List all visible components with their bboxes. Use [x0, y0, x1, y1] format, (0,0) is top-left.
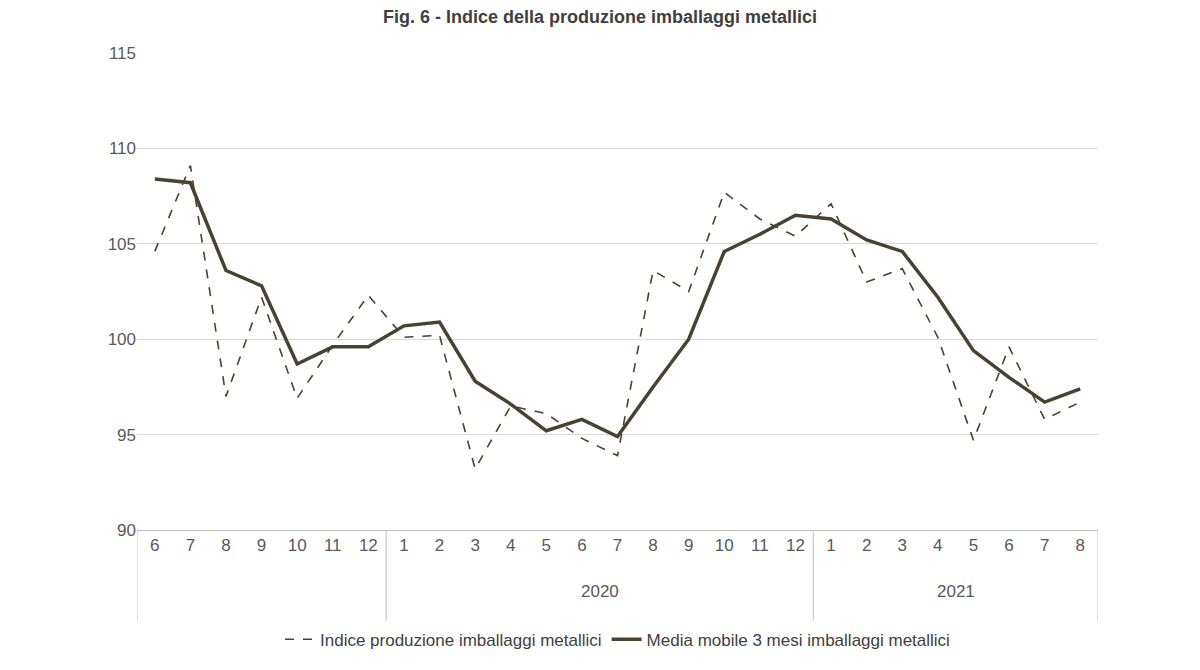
svg-text:2: 2 — [435, 536, 444, 555]
svg-text:9: 9 — [684, 536, 693, 555]
svg-text:2: 2 — [862, 536, 871, 555]
svg-text:6: 6 — [577, 536, 586, 555]
svg-text:5: 5 — [542, 536, 551, 555]
svg-text:11: 11 — [751, 536, 769, 555]
svg-text:8: 8 — [221, 536, 230, 555]
svg-text:100: 100 — [108, 330, 136, 349]
svg-text:10: 10 — [715, 536, 734, 555]
svg-text:Media mobile 3 mesi imballaggi: Media mobile 3 mesi imballaggi metallici — [647, 631, 950, 650]
svg-text:95: 95 — [117, 426, 136, 445]
svg-text:10: 10 — [288, 536, 307, 555]
svg-text:3: 3 — [898, 536, 907, 555]
svg-text:7: 7 — [613, 536, 622, 555]
svg-text:110: 110 — [109, 139, 136, 158]
svg-text:6: 6 — [1004, 536, 1013, 555]
svg-text:4: 4 — [506, 536, 515, 555]
svg-text:11: 11 — [324, 536, 342, 555]
svg-text:3: 3 — [470, 536, 479, 555]
svg-text:Indice produzione imballaggi m: Indice produzione imballaggi metallici — [320, 631, 602, 650]
svg-text:9: 9 — [257, 536, 266, 555]
svg-text:8: 8 — [648, 536, 657, 555]
svg-text:115: 115 — [109, 44, 136, 63]
svg-text:4: 4 — [933, 536, 942, 555]
svg-text:1: 1 — [826, 536, 835, 555]
svg-text:Fig. 6 - Indice della produzio: Fig. 6 - Indice della produzione imballa… — [383, 7, 817, 27]
svg-text:12: 12 — [359, 536, 378, 555]
svg-text:2021: 2021 — [937, 582, 975, 601]
svg-text:5: 5 — [969, 536, 978, 555]
svg-text:8: 8 — [1075, 536, 1084, 555]
svg-text:90: 90 — [117, 521, 136, 540]
svg-text:2020: 2020 — [581, 582, 619, 601]
svg-text:7: 7 — [1040, 536, 1049, 555]
svg-text:105: 105 — [108, 235, 136, 254]
svg-text:1: 1 — [399, 536, 408, 555]
svg-text:6: 6 — [150, 536, 159, 555]
svg-text:7: 7 — [186, 536, 195, 555]
svg-text:12: 12 — [786, 536, 805, 555]
